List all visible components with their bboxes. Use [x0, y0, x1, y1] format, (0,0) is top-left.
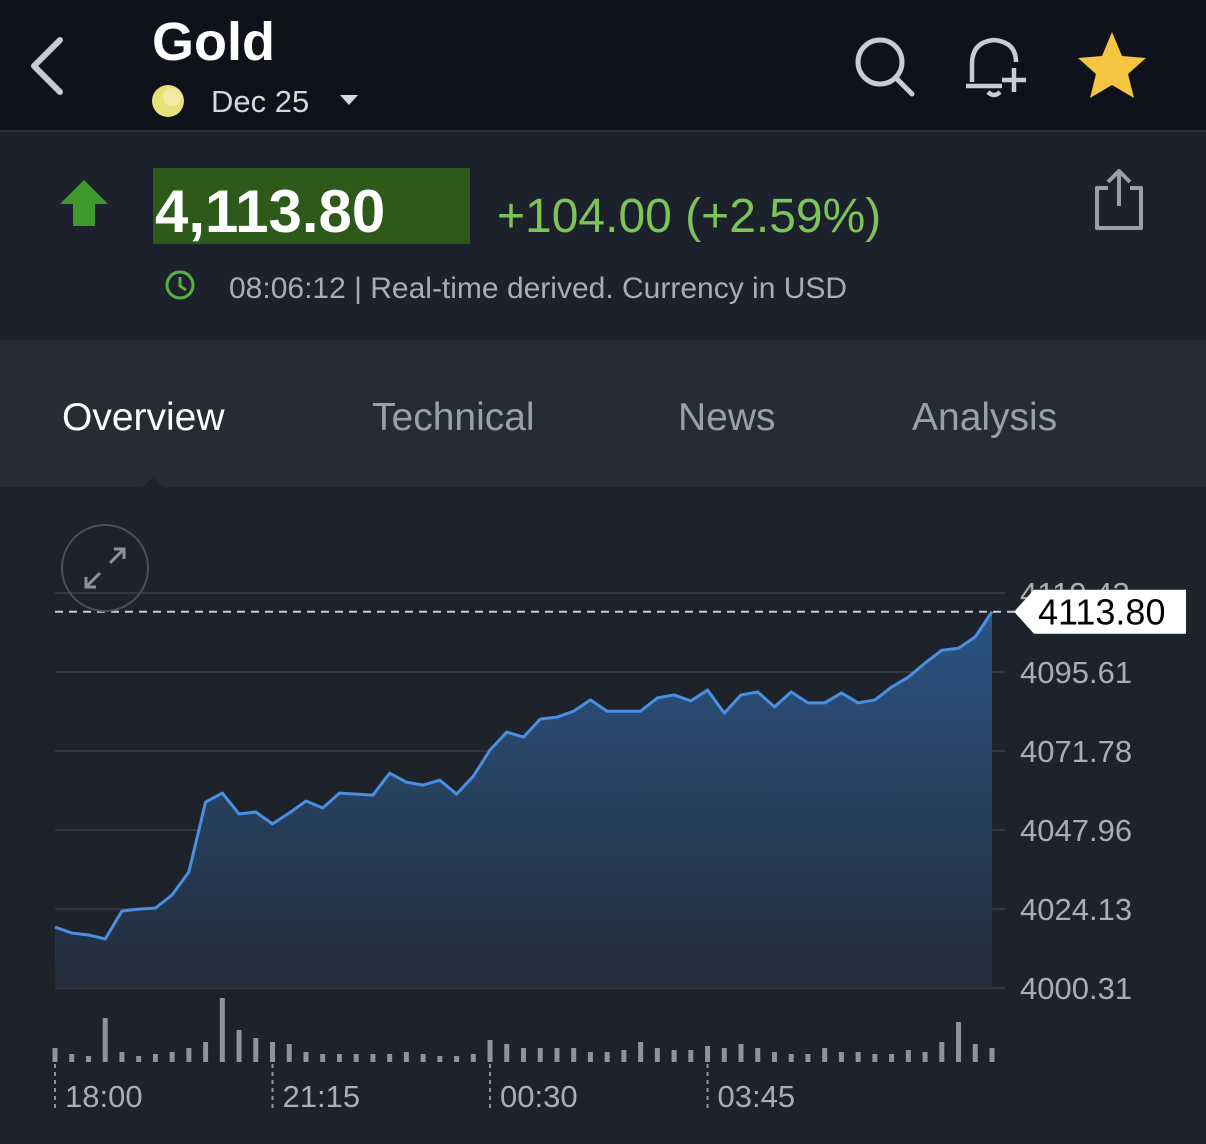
- y-tick-label: 4000.31: [1020, 971, 1132, 1006]
- volume-bar: [152, 1054, 158, 1062]
- volume-bar: [85, 1056, 91, 1062]
- price: 4,113.80: [155, 178, 385, 245]
- volume-bar: [253, 1038, 259, 1062]
- volume-bar: [905, 1050, 911, 1062]
- y-tick-label: 4095.61: [1020, 655, 1132, 690]
- volume-bar: [671, 1050, 677, 1062]
- volume-bar: [169, 1052, 175, 1062]
- volume-bar: [771, 1052, 777, 1062]
- tab[interactable]: Analysis: [912, 396, 1057, 439]
- volume-bar: [219, 998, 225, 1062]
- contract[interactable]: Dec 25: [211, 84, 309, 119]
- area-fill: [55, 611, 992, 988]
- dropdown-arrow[interactable]: [340, 95, 358, 105]
- status: 08:06:12 | Real-time derived. Currency i…: [229, 272, 847, 305]
- volume-bar: [303, 1052, 309, 1062]
- volume-bar: [119, 1052, 125, 1062]
- last-price-tag: [1014, 589, 1186, 634]
- volume-bar: [654, 1048, 660, 1062]
- y-tick-label: 4047.96: [1020, 813, 1132, 848]
- volume-bar: [554, 1048, 560, 1062]
- coin-shine: [163, 88, 181, 106]
- up-arrow: [60, 180, 108, 226]
- volume-bar: [236, 1030, 242, 1062]
- volume-bar: [504, 1044, 510, 1062]
- price-highlight: [153, 168, 470, 244]
- volume-bar: [755, 1048, 761, 1062]
- x-tick-label: 00:30: [500, 1079, 578, 1114]
- title: Gold: [152, 12, 275, 72]
- x-tick-label: 21:15: [283, 1079, 361, 1114]
- volume-bar: [521, 1048, 526, 1062]
- volume-bar: [855, 1052, 861, 1062]
- volume-bar: [537, 1048, 543, 1062]
- volume-bar: [370, 1054, 376, 1062]
- volume-bar: [721, 1048, 727, 1062]
- volume-bar: [956, 1022, 962, 1062]
- price-change: +104.00 (+2.59%): [497, 190, 881, 243]
- favorite-star[interactable]: [1078, 32, 1146, 98]
- volume-bar: [353, 1054, 359, 1062]
- x-tick-label: 03:45: [718, 1079, 796, 1114]
- fullscreen-button[interactable]: [61, 524, 149, 612]
- y-tick-label: 4024.13: [1020, 892, 1132, 927]
- share-icon[interactable]: [1095, 169, 1143, 230]
- volume-bar: [470, 1054, 476, 1062]
- volume-bar: [454, 1056, 460, 1062]
- volume-bar: [69, 1054, 75, 1062]
- volume-bar: [571, 1048, 577, 1062]
- volume-bar: [788, 1054, 794, 1062]
- search-icon[interactable]: [855, 37, 915, 97]
- volume-bar: [822, 1048, 828, 1062]
- tab[interactable]: Overview: [62, 396, 225, 439]
- header-bg: [0, 0, 1206, 131]
- volume-bar: [989, 1048, 995, 1062]
- volume-bar: [403, 1052, 409, 1062]
- y-tick-label: 4071.78: [1020, 734, 1132, 769]
- volume-bar: [872, 1054, 878, 1062]
- clock-icon: [165, 270, 195, 300]
- chart: 4000.314024.134047.964071.784095.614119.…: [52, 576, 1186, 1114]
- volume-bar: [805, 1054, 811, 1062]
- volume-bar: [102, 1018, 108, 1062]
- volume-bar: [838, 1052, 844, 1062]
- volume-bar: [738, 1044, 744, 1062]
- tab[interactable]: Technical: [372, 396, 535, 439]
- x-tick-label: 18:00: [65, 1079, 143, 1114]
- volume-bar: [889, 1054, 895, 1062]
- volume-bar: [203, 1042, 209, 1062]
- volume-bar: [420, 1054, 426, 1062]
- volume-bar: [922, 1052, 928, 1062]
- tab-indicator: [143, 477, 163, 487]
- volume-bar: [136, 1056, 142, 1062]
- volume-bar: [604, 1052, 610, 1062]
- back-button[interactable]: [31, 37, 63, 95]
- volume-bar: [972, 1044, 978, 1062]
- alert-icon[interactable]: [966, 37, 1026, 98]
- volume-bar: [621, 1050, 627, 1062]
- volume-bar: [487, 1040, 493, 1062]
- last-price-label: 4113.80: [1038, 592, 1165, 633]
- volume-bar: [186, 1048, 192, 1062]
- volume-bar: [320, 1054, 326, 1062]
- price-line: [54, 610, 994, 941]
- volume-bar: [437, 1056, 443, 1062]
- volume-bar: [638, 1042, 644, 1062]
- volume-bar: [286, 1044, 292, 1062]
- volume-bar: [387, 1054, 393, 1062]
- tab[interactable]: News: [678, 396, 776, 439]
- volume-bar: [705, 1046, 711, 1062]
- volume-bar: [336, 1054, 342, 1062]
- tabs-bg: [0, 340, 1206, 487]
- volume-bar: [688, 1050, 694, 1062]
- volume-bar: [52, 1048, 58, 1062]
- volume-bar: [939, 1042, 945, 1062]
- volume-bar: [587, 1052, 593, 1062]
- volume-bar: [270, 1042, 276, 1062]
